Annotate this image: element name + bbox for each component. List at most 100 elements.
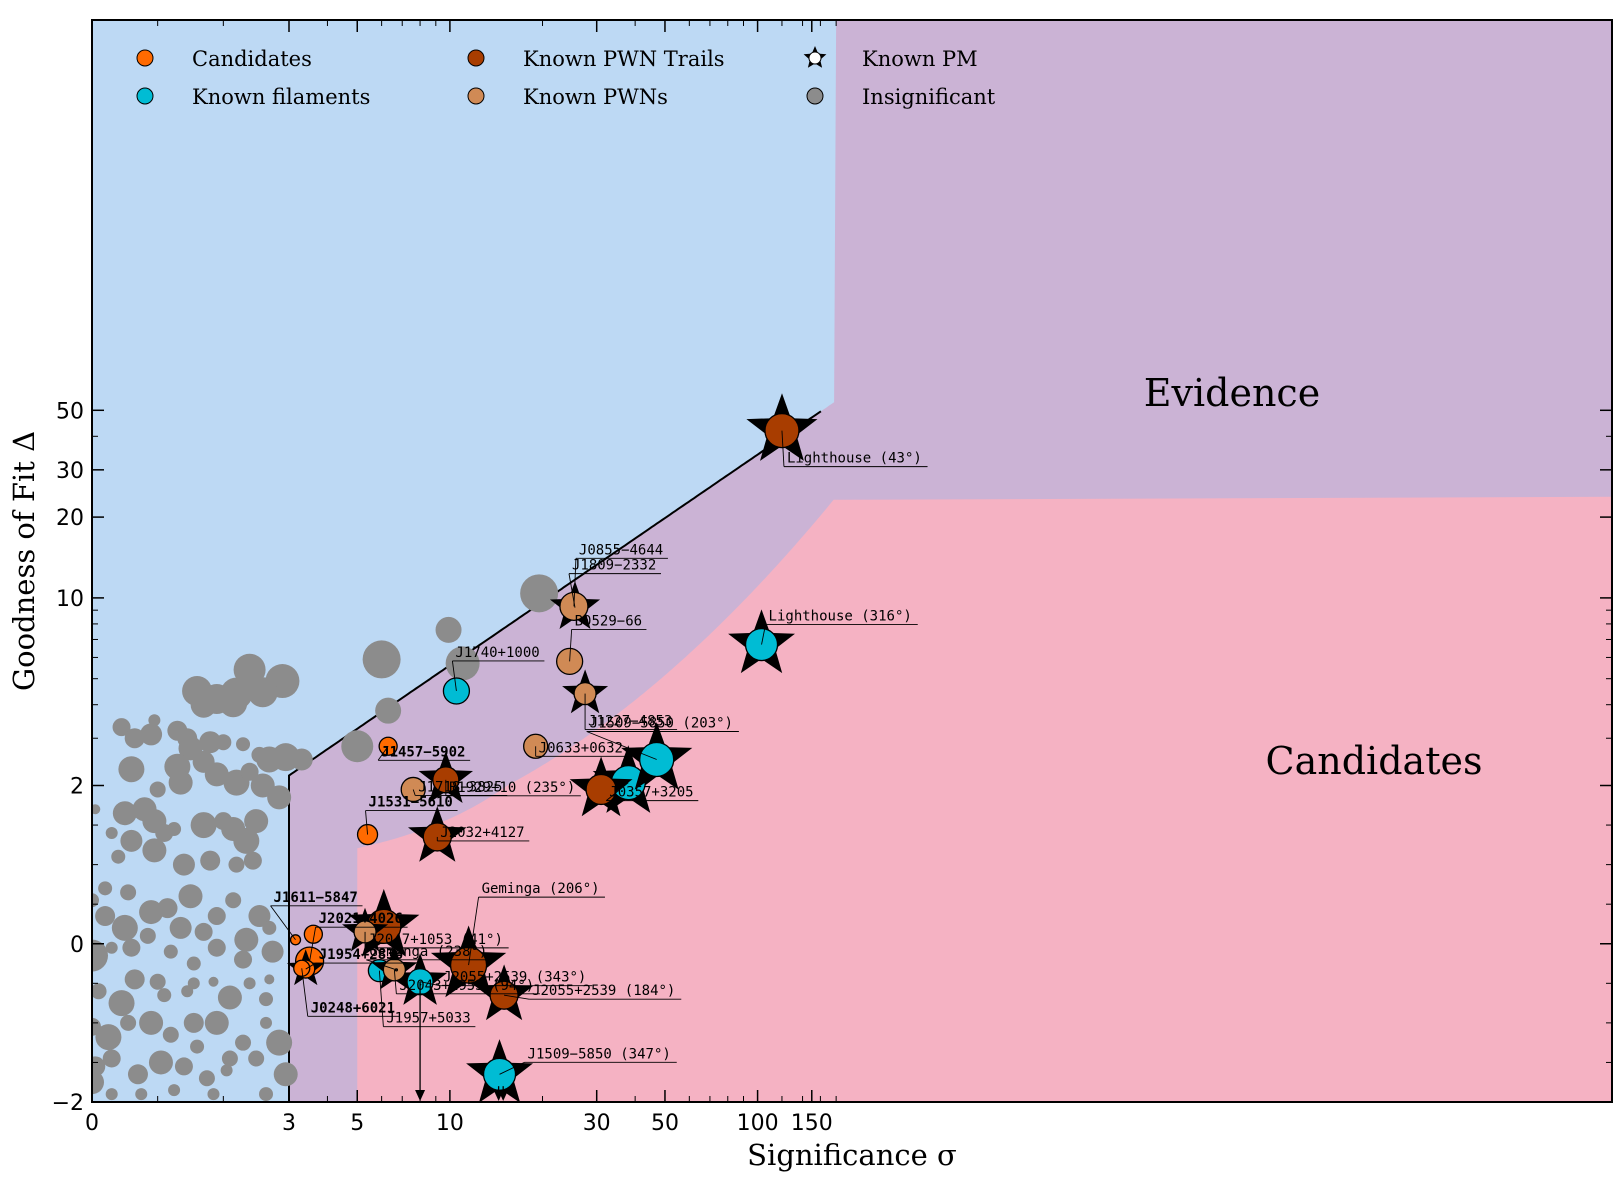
insignificant-point-58 (98, 881, 113, 896)
annotation-leader (451, 660, 457, 692)
annotation-leader (586, 731, 657, 760)
insignificant-point-50 (120, 829, 143, 852)
annotation-label: Lighthouse (316°) (769, 609, 912, 625)
annotation-label: Geminga (238°) (369, 944, 487, 960)
region-label-evidence: Evidence (1144, 371, 1320, 415)
insignificant-point-75 (122, 938, 141, 957)
candidates-point-1 (303, 924, 324, 944)
insignificant-point-94 (95, 1024, 122, 1051)
insignificant-point-60 (139, 900, 164, 925)
insignificant-point-68 (139, 927, 156, 944)
insignificant-point-91 (217, 985, 242, 1010)
annotation-label: J1509−5850 (203°) (590, 715, 733, 731)
insignificant-point-92 (259, 992, 274, 1007)
insignificant-point-82 (149, 973, 166, 990)
insignificant-point-106 (174, 1057, 193, 1076)
annotation-label: J1957+5033 (386, 1011, 470, 1027)
insignificant-point-62 (178, 884, 203, 909)
insignificant-point-17 (124, 728, 145, 749)
insignificant-point-101 (260, 1016, 273, 1029)
insignificant-point-53 (172, 853, 195, 876)
legend-marker (467, 49, 485, 67)
annotation-leader (606, 782, 629, 801)
insignificant-point-97 (162, 1026, 179, 1043)
insignificant-point-67 (111, 914, 138, 941)
insignificant-point-33 (168, 770, 193, 795)
annotation-leader (781, 430, 785, 467)
insignificant-point-110 (92, 1070, 104, 1095)
insignificant-point-22 (215, 734, 232, 751)
annotation-leader (761, 624, 766, 645)
insignificant-point-119 (220, 1064, 233, 1077)
x-tick-label: 0 (85, 1111, 99, 1136)
legend: Candidates Known filaments Known PWN Trail… (136, 46, 996, 109)
insignificant-point-39 (112, 801, 137, 826)
insignificant-point-56 (243, 851, 262, 870)
insignificant-point-6 (233, 653, 266, 686)
annotation-leader (305, 962, 316, 970)
x-axis-title: Significance σ (747, 1138, 957, 1172)
y-tick-label: 50 (56, 399, 84, 424)
y-tick-label: 20 (56, 506, 84, 531)
insignificant-point-55 (228, 856, 245, 873)
insignificant-point-90 (181, 985, 194, 998)
insignificant-point-73 (92, 939, 108, 972)
x-tick-label: 10 (436, 1111, 464, 1136)
insignificant-point-48 (105, 826, 118, 839)
insignificant-point-85 (243, 977, 256, 990)
insignificant-point-69 (169, 916, 192, 939)
x-tick-label: 30 (583, 1111, 611, 1136)
insignificant-point-86 (264, 974, 275, 985)
annotation-leader (366, 959, 397, 971)
insignificant-point-49 (111, 849, 126, 864)
legend-marker (136, 49, 154, 67)
insignificant-point-3 (435, 616, 462, 643)
y-tick-label: 2 (70, 775, 84, 800)
insignificant-point-52 (155, 823, 174, 842)
insignificant-point-47 (244, 809, 269, 834)
annotation-label: J1740+1000 (455, 645, 539, 661)
annotation-label: B0529−66 (575, 613, 642, 629)
legend-label: Known PWNs (523, 85, 668, 109)
insignificant-point-72 (262, 920, 277, 935)
insignificant-point-46 (233, 827, 260, 854)
x-tick-label: 150 (791, 1111, 833, 1136)
insignificant-point-81 (124, 969, 145, 990)
insignificant-point-61 (157, 898, 178, 919)
insignificant-point-51 (142, 838, 167, 863)
insignificant-point-0 (362, 640, 401, 679)
annotation-label: J1509−5850 (347°) (528, 1046, 671, 1062)
annotation-leader (504, 994, 530, 1000)
legend-label: Insignificant (862, 85, 996, 109)
insignificant-point-4 (520, 574, 559, 613)
annotation-leader (569, 629, 573, 662)
annotation-leader (419, 981, 441, 987)
annotation-leader (499, 1061, 525, 1075)
x-tick-label: 100 (737, 1111, 779, 1136)
annotation-leader (573, 558, 577, 607)
annotation-leader (412, 789, 416, 796)
y-tick-label: −2 (52, 1091, 84, 1116)
insignificant-point-104 (127, 1064, 148, 1085)
insignificant-point-112 (168, 1084, 181, 1097)
insignificant-point-115 (273, 1062, 298, 1087)
insignificant-point-16 (112, 718, 131, 737)
insignificant-point-38 (92, 804, 101, 815)
annotation-label: J0855−4644 (579, 542, 663, 558)
insignificant-point-118 (190, 1039, 205, 1054)
insignificant-point-103 (102, 1049, 121, 1068)
annotation-label: J1809−2332 (572, 558, 656, 574)
insignificant-point-59 (120, 884, 137, 901)
y-tick-label: 10 (56, 587, 84, 612)
insignificant-point-65 (248, 905, 271, 928)
annotation-label: J0357+3205 (609, 785, 693, 801)
insignificant-point-117 (105, 1088, 118, 1101)
insignificant-point-80 (261, 940, 284, 963)
x-tick-label: 5 (350, 1111, 364, 1136)
annotation-label: J2047+1053 (41°) (368, 932, 503, 948)
annotation-leader (309, 927, 317, 962)
annotation-leader (365, 810, 368, 835)
insignificant-point-70 (194, 922, 213, 941)
insignificant-point-64 (225, 892, 242, 909)
